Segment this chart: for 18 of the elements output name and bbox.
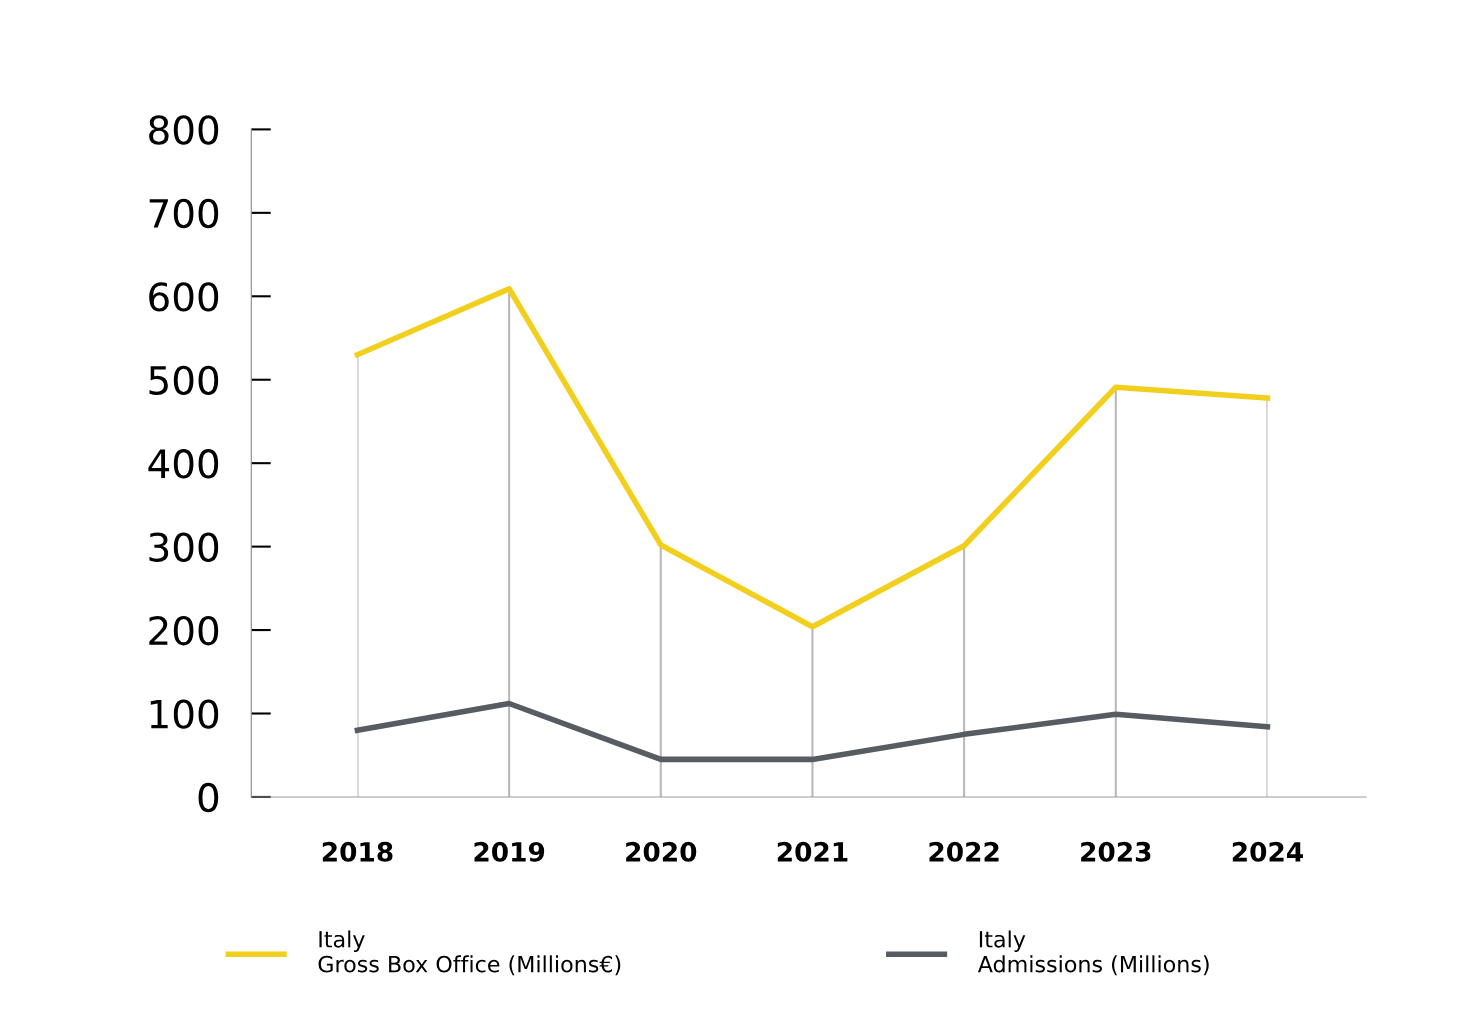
- x-tick-label: 2020: [626, 841, 697, 862]
- x-tick-label: 2019: [474, 841, 545, 862]
- y-tick-label: 200: [149, 615, 219, 646]
- x-tick-label: 2022: [929, 841, 999, 862]
- y-tick-label: 800: [149, 115, 219, 145]
- y-tick-label: 0: [198, 782, 219, 813]
- legend-label: Italy Admissions (Millions): [977, 930, 1209, 976]
- y-tick-label: 100: [150, 699, 219, 729]
- x-tick-label: 2018: [322, 841, 393, 862]
- x-tick-label: 2021: [777, 841, 848, 862]
- legend-label: Italy Gross Box Office (Millions€): [318, 930, 621, 976]
- x-tick-label: 2024: [1232, 841, 1303, 862]
- y-tick-label: 700: [149, 198, 219, 229]
- y-tick-label: 500: [149, 365, 219, 396]
- y-tick-label: 600: [149, 282, 219, 312]
- y-tick-label: 300: [149, 532, 219, 562]
- x-tick-label: 2023: [1081, 841, 1151, 862]
- y-tick-label: 400: [148, 449, 219, 479]
